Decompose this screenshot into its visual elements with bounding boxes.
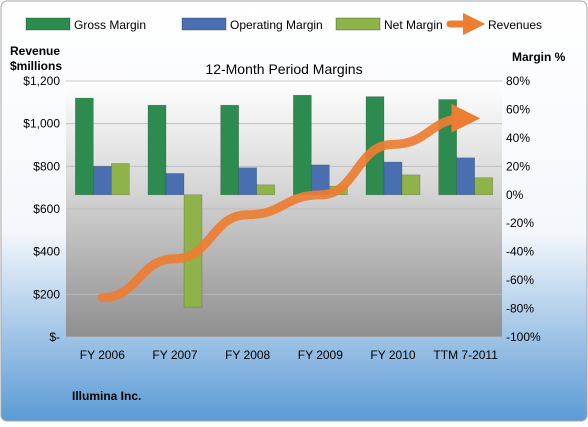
right-tick-label: -100% — [506, 330, 541, 344]
right-tick-label: 60% — [506, 102, 530, 116]
left-tick-label: $- — [49, 330, 60, 344]
x-axis-ticks: FY 2006 FY 2007 FY 2008 FY 2009 FY 2010 TTM 7… — [80, 348, 498, 362]
right-tick-label: -20% — [506, 216, 534, 230]
legend-label: Gross Margin — [74, 18, 146, 32]
x-tick-label: FY 2009 — [298, 348, 343, 362]
gross-margin-bar — [75, 97, 94, 196]
right-axis-label: Margin % — [512, 50, 566, 64]
gross-margin-bar — [147, 104, 167, 196]
right-tick-label: -80% — [506, 302, 534, 316]
right-tick-label: 0% — [506, 188, 524, 202]
revenue-line-series — [97, 103, 481, 303]
gross-margin-bar — [293, 94, 312, 196]
legend-label: Revenues — [488, 18, 542, 32]
legend-swatch — [25, 17, 71, 31]
net-margin-bar — [401, 174, 421, 196]
x-tick-label: FY 2008 — [225, 348, 270, 362]
operating-margin-bar — [93, 166, 112, 196]
gridlines — [66, 80, 502, 338]
net-margin-bar — [111, 163, 130, 196]
operating-margin-bar — [165, 173, 185, 196]
left-tick-label: $600 — [33, 202, 60, 216]
legend-label: Operating Margin — [230, 18, 323, 32]
operating-margin-bar — [456, 157, 475, 196]
right-tick-label: -60% — [506, 273, 534, 287]
left-tick-label: $800 — [33, 159, 60, 173]
legend-label: Net Margin — [384, 18, 443, 32]
left-axis-ticks: $- $200 $400 $600 $800 $1,000 $1,200 — [23, 74, 60, 344]
net-margin-bar — [474, 177, 493, 196]
company-label: Illumina Inc. — [72, 389, 141, 403]
left-tick-label: $400 — [33, 245, 60, 259]
right-tick-label: 20% — [506, 159, 530, 173]
x-tick-label: FY 2010 — [370, 348, 415, 362]
right-axis-ticks: -100% -80% -60% -40% -20% 0% 20% 40% 60% 80% — [506, 74, 541, 344]
left-axis-label-line2: $millions — [10, 59, 62, 73]
legend-swatch — [181, 17, 227, 31]
x-tick-label: TTM 7-2011 — [433, 348, 498, 362]
revenue-line — [97, 103, 481, 303]
left-tick-label: $1,200 — [23, 74, 60, 88]
left-axis-label-line1: Revenue — [10, 44, 60, 58]
right-tick-label: 40% — [506, 131, 530, 145]
gross-margin-bar — [438, 99, 457, 196]
operating-margin-bar — [238, 167, 257, 196]
legend: Gross Margin Operating Margin Net Margin Re… — [25, 12, 542, 36]
net-margin-bar — [256, 184, 275, 196]
x-tick-label: FY 2006 — [80, 348, 125, 362]
x-tick-label: FY 2007 — [152, 348, 197, 362]
right-tick-label: -40% — [506, 245, 534, 259]
left-tick-label: $1,000 — [23, 117, 60, 131]
operating-margin-bar — [383, 161, 403, 196]
chart-title: 12-Month Period Margins — [205, 61, 362, 77]
right-tick-label: 80% — [506, 74, 530, 88]
gross-margin-bar — [220, 104, 239, 196]
left-tick-label: $200 — [33, 287, 60, 301]
legend-swatch — [335, 17, 381, 31]
